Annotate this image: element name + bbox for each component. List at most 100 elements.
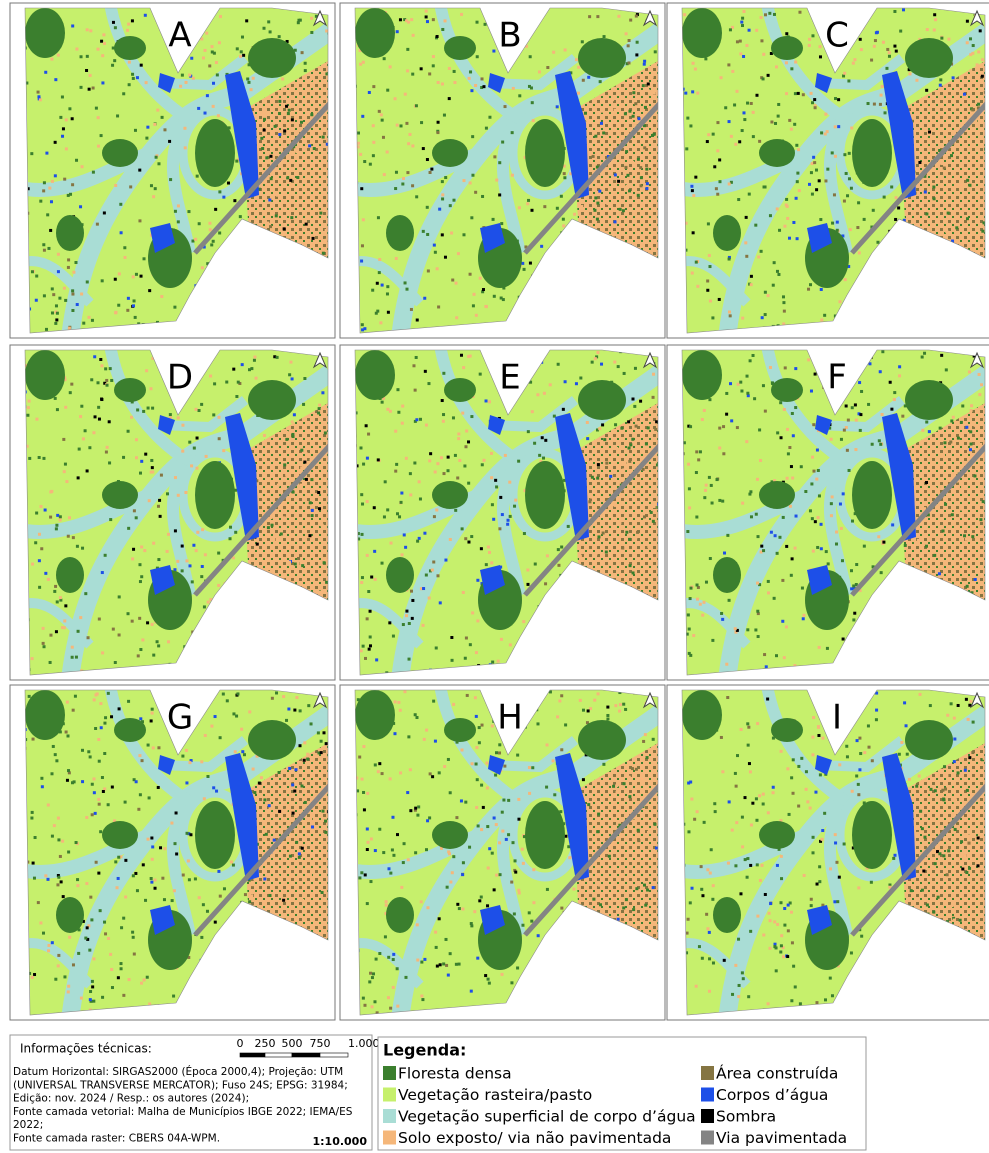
class-pixel (625, 531, 628, 534)
class-pixel (77, 630, 80, 633)
class-pixel (239, 55, 242, 58)
class-pixel (819, 55, 822, 58)
class-pixel (763, 653, 766, 656)
class-pixel (191, 580, 194, 583)
class-pixel (500, 638, 503, 641)
class-pixel (177, 204, 180, 207)
class-pixel (643, 515, 646, 518)
class-pixel (455, 316, 458, 319)
class-pixel (87, 316, 90, 319)
class-pixel (736, 426, 739, 429)
class-pixel (45, 328, 48, 331)
class-pixel (404, 976, 407, 979)
scale-segment (320, 1053, 348, 1057)
class-pixel (800, 465, 803, 468)
class-pixel (967, 718, 970, 721)
class-pixel (942, 454, 945, 457)
class-pixel (41, 785, 44, 788)
class-pixel (387, 867, 390, 870)
class-pixel (51, 287, 54, 290)
class-pixel (716, 121, 719, 124)
class-pixel (728, 800, 731, 803)
class-pixel (80, 997, 83, 1000)
class-pixel (378, 762, 381, 765)
legend-swatch (383, 1066, 396, 1080)
class-pixel (63, 470, 66, 473)
class-pixel (895, 50, 898, 53)
class-pixel (731, 993, 734, 996)
class-pixel (395, 171, 398, 174)
class-pixel (646, 889, 649, 892)
class-pixel (401, 422, 404, 425)
class-pixel (925, 421, 928, 424)
class-pixel (579, 555, 582, 558)
class-pixel (647, 82, 650, 85)
class-pixel (953, 919, 956, 922)
class-pixel (174, 842, 177, 845)
class-pixel (727, 862, 730, 865)
class-pixel (762, 793, 765, 796)
class-pixel (242, 54, 245, 57)
class-pixel (392, 958, 395, 961)
class-pixel (100, 364, 103, 367)
class-pixel (72, 963, 75, 966)
class-pixel (709, 299, 712, 302)
class-pixel (47, 803, 50, 806)
dense-forest (102, 481, 138, 509)
class-pixel (586, 437, 589, 440)
class-pixel (175, 811, 178, 814)
class-pixel (690, 798, 693, 801)
class-pixel (966, 179, 969, 182)
class-pixel (322, 252, 325, 255)
class-pixel (426, 206, 429, 209)
class-pixel (204, 734, 207, 737)
class-pixel (773, 920, 776, 923)
class-pixel (447, 469, 450, 472)
class-pixel (785, 32, 788, 35)
class-pixel (370, 576, 373, 579)
class-pixel (517, 460, 520, 463)
class-pixel (464, 445, 467, 448)
class-pixel (686, 530, 689, 533)
class-pixel (488, 847, 491, 850)
class-pixel (386, 292, 389, 295)
class-pixel (733, 103, 736, 106)
class-pixel (812, 716, 815, 719)
class-pixel (407, 858, 410, 861)
class-pixel (82, 322, 85, 325)
class-pixel (252, 77, 255, 80)
class-pixel (736, 40, 739, 43)
class-pixel (51, 941, 54, 944)
class-pixel (700, 865, 703, 868)
class-pixel (432, 18, 435, 21)
class-pixel (538, 454, 541, 457)
class-pixel (495, 179, 498, 182)
class-pixel (706, 868, 709, 871)
class-pixel (420, 961, 423, 964)
class-pixel (502, 799, 505, 802)
class-pixel (933, 197, 936, 200)
class-pixel (635, 15, 638, 18)
class-pixel (137, 808, 140, 811)
class-pixel (122, 92, 125, 95)
class-pixel (207, 601, 210, 604)
class-pixel (977, 103, 980, 106)
class-pixel (30, 817, 33, 820)
class-pixel (396, 1005, 399, 1008)
class-pixel (847, 419, 850, 422)
class-pixel (485, 305, 488, 308)
class-pixel (278, 810, 281, 813)
class-pixel (410, 590, 413, 593)
class-pixel (750, 283, 753, 286)
class-pixel (857, 783, 860, 786)
class-pixel (425, 15, 428, 18)
class-pixel (381, 119, 384, 122)
class-pixel (818, 880, 821, 883)
class-pixel (970, 404, 973, 407)
class-pixel (366, 457, 369, 460)
class-pixel (94, 812, 97, 815)
class-pixel (893, 391, 896, 394)
class-pixel (92, 431, 95, 434)
class-pixel (433, 515, 436, 518)
class-pixel (154, 187, 157, 190)
